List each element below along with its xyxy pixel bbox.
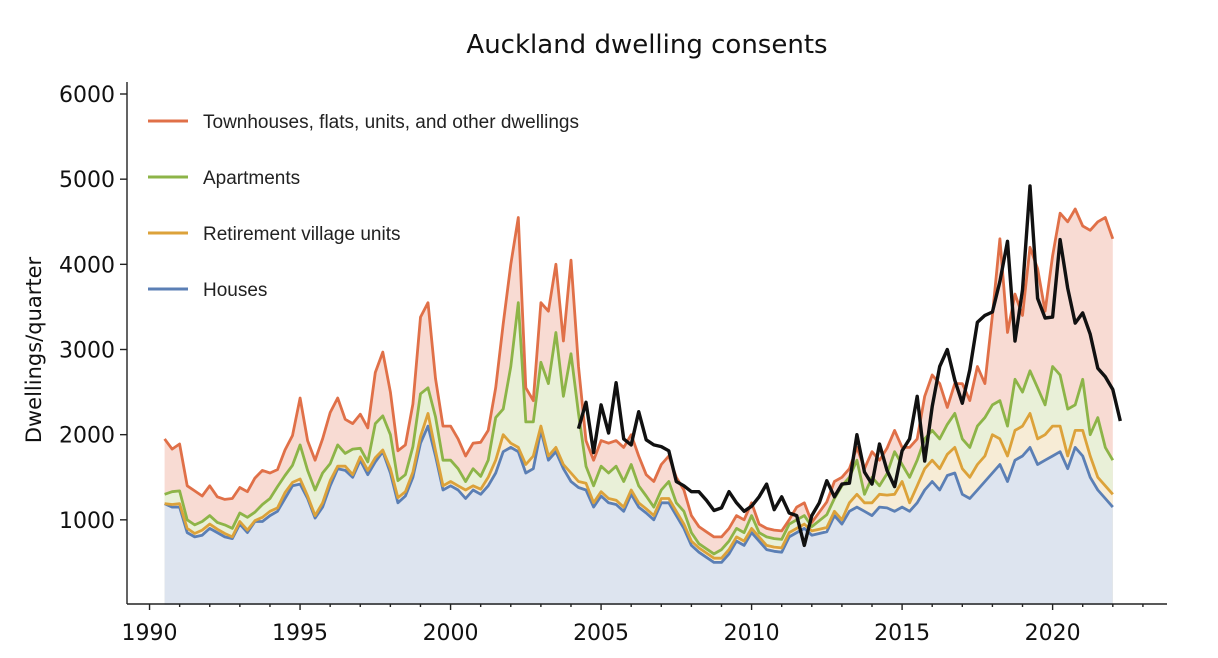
x-tick-label: 2000 bbox=[423, 621, 479, 646]
legend-label: Apartments bbox=[203, 168, 300, 189]
stacked-series-lines bbox=[163, 207, 1115, 564]
y-tick-label: 2000 bbox=[59, 424, 115, 449]
legend-label: Townhouses, flats, units, and other dwel… bbox=[203, 112, 579, 133]
series-line-houses bbox=[164, 424, 1114, 564]
series-line-apartments bbox=[164, 301, 1115, 556]
area-houses bbox=[164, 426, 1113, 605]
legend-label: Houses bbox=[203, 280, 267, 301]
y-tick-label: 4000 bbox=[59, 253, 115, 278]
overlay-line bbox=[576, 184, 1122, 548]
axes: 1000 2000 3000 4000 5000 6000 1990 1995 2000 2005… bbox=[59, 82, 1167, 646]
x-tick-label: 2015 bbox=[874, 621, 930, 646]
stacked-areas bbox=[164, 209, 1113, 605]
y-tick-label: 1000 bbox=[59, 509, 115, 534]
x-tick-label: 2010 bbox=[724, 621, 780, 646]
x-tick-label: 1995 bbox=[272, 621, 328, 646]
series-line-retirement bbox=[164, 411, 1114, 560]
y-axis-label: Dwellings/quarter bbox=[22, 256, 46, 443]
x-tick-label: 2020 bbox=[1025, 621, 1081, 646]
chart-title: Auckland dwelling consents bbox=[466, 30, 827, 60]
x-tick-label: 2005 bbox=[573, 621, 629, 646]
x-tick-label: 1990 bbox=[122, 621, 178, 646]
y-tick-label: 5000 bbox=[59, 168, 115, 193]
legend-label: Retirement village units bbox=[203, 224, 400, 245]
y-tick-label: 3000 bbox=[59, 339, 115, 364]
y-tick-label: 6000 bbox=[59, 83, 115, 108]
overlay-series bbox=[576, 184, 1122, 548]
legend: Townhouses, flats, units, and other dwel… bbox=[148, 112, 579, 301]
